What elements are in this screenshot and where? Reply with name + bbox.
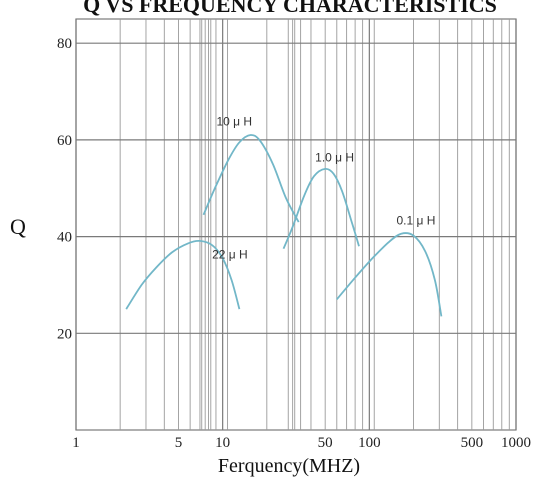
- series-line-0: [202, 134, 300, 223]
- x-axis-label: Ferquency(MHZ): [218, 455, 360, 477]
- series-line-2: [336, 232, 443, 317]
- tick-labels: 1 5 10 50 100 500 1000 20 40 60 80: [57, 36, 531, 451]
- plot-frame: [75, 18, 517, 431]
- x-tick-label: 50: [318, 435, 333, 451]
- x-tick-label: 500: [461, 435, 484, 451]
- series-label-0: 10 μ H: [216, 114, 252, 128]
- series-label-3: 22 μ H: [212, 247, 248, 261]
- series-label-2: 0.1 μ H: [397, 214, 436, 228]
- y-tick-label: 80: [57, 36, 72, 52]
- y-axis-label: Q: [10, 214, 26, 239]
- x-tick-label: 1000: [501, 435, 531, 451]
- grid: [75, 18, 517, 431]
- y-tick-label: 20: [57, 326, 72, 342]
- y-tick-label: 40: [57, 230, 72, 246]
- x-tick-label: 10: [215, 435, 230, 451]
- x-tick-label: 100: [358, 435, 381, 451]
- series-line-1: [282, 167, 360, 250]
- series-label-1: 1.0 μ H: [315, 151, 354, 165]
- chart-title: Q VS FREQUENCY CHARACTERISTICS: [83, 0, 497, 17]
- x-tick-label: 5: [175, 435, 183, 451]
- curves: [125, 134, 443, 317]
- x-tick-label: 1: [72, 435, 80, 451]
- curve-labels: 10 μ H 1.0 μ H 0.1 μ H 22 μ H: [212, 114, 435, 261]
- series-line-3: [125, 239, 241, 310]
- y-tick-label: 60: [57, 133, 72, 149]
